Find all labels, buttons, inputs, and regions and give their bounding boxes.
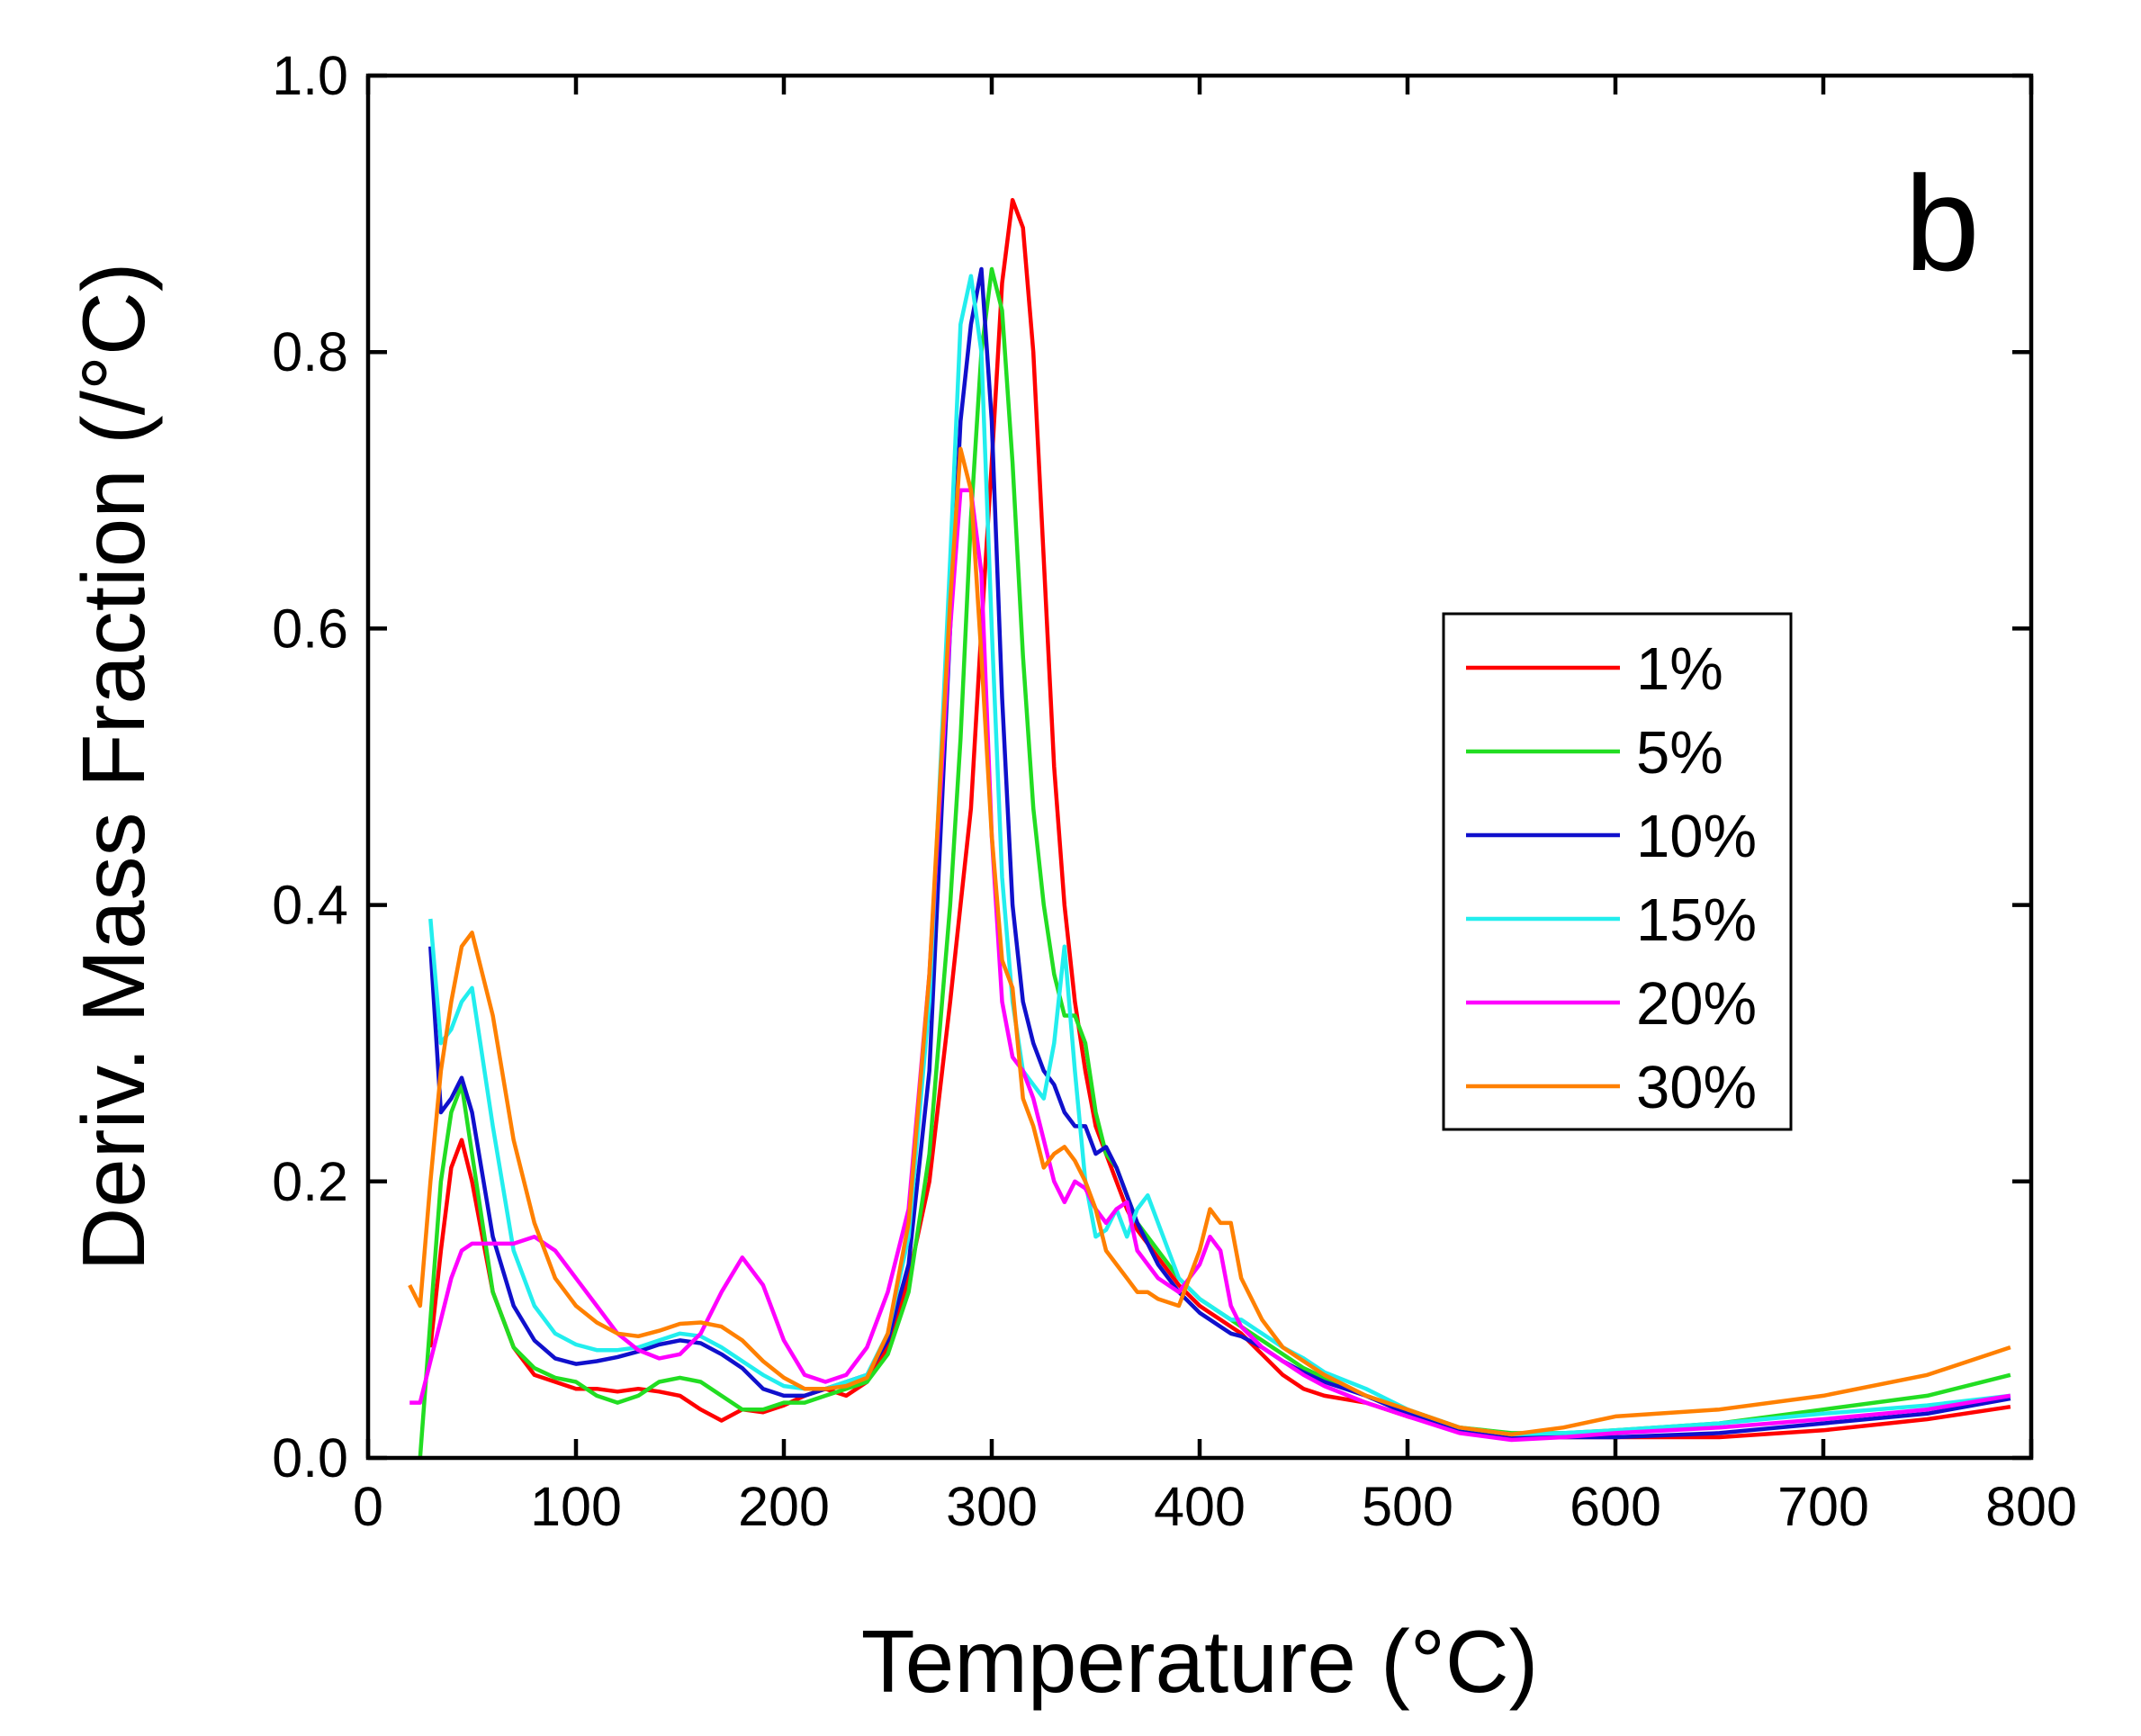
- x-axis-label: Temperature (°C): [861, 1612, 1539, 1711]
- y-tick-label: 0.8: [272, 321, 348, 382]
- x-tick-label: 800: [1985, 1476, 2077, 1537]
- data-line: [408, 446, 2011, 1437]
- x-tick-label: 300: [946, 1476, 1038, 1537]
- legend-label: 1%: [1636, 635, 1723, 703]
- legend-box: [1442, 612, 1793, 1131]
- legend-label: 5%: [1636, 719, 1723, 787]
- x-tick-label: 0: [353, 1476, 383, 1537]
- legend-label: 20%: [1636, 970, 1757, 1038]
- y-tick-label: 0.2: [272, 1151, 348, 1212]
- panel-label: b: [1904, 148, 1979, 299]
- x-tick-label: 500: [1362, 1476, 1453, 1537]
- y-tick-label: 1.0: [272, 45, 348, 106]
- x-tick-label: 600: [1570, 1476, 1661, 1537]
- x-tick-label: 200: [738, 1476, 830, 1537]
- y-tick-label: 0.4: [272, 875, 348, 936]
- x-tick-label: 400: [1154, 1476, 1246, 1537]
- y-tick-label: 0.0: [272, 1427, 348, 1489]
- data-line: [418, 266, 2011, 1459]
- legend-label: 30%: [1636, 1054, 1757, 1121]
- x-tick-label: 100: [530, 1476, 622, 1537]
- data-line: [428, 197, 2011, 1440]
- y-tick-label: 0.6: [272, 598, 348, 659]
- x-tick-label: 700: [1777, 1476, 1869, 1537]
- y-axis-label: Deriv. Mass Fraction (/°C): [64, 263, 163, 1272]
- legend-label: 15%: [1636, 886, 1757, 954]
- data-line: [409, 488, 2011, 1443]
- legend-label: 10%: [1636, 803, 1757, 870]
